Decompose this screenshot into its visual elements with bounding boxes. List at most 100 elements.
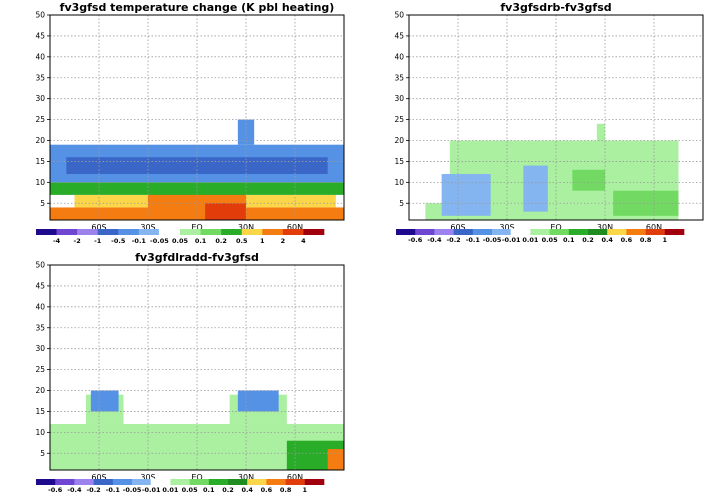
y-tick-label: 20 xyxy=(35,386,45,395)
x-tick-label: EQ xyxy=(191,223,202,232)
panel-title: fv3gfsd temperature change (K pbl heatin… xyxy=(60,1,335,14)
x-tick-label: 30N xyxy=(238,223,254,232)
y-tick-label: 25 xyxy=(35,365,45,374)
y-tick-label: 30 xyxy=(35,344,45,353)
y-tick-label: 45 xyxy=(35,31,45,40)
colorbar-swatch xyxy=(180,229,201,235)
colorbar-swatch xyxy=(607,229,627,235)
colorbar-label: -0.1 xyxy=(132,237,147,245)
colorbar-label: -0.01 xyxy=(142,486,161,494)
field-region-5 xyxy=(237,390,279,412)
y-tick-label: 10 xyxy=(35,428,45,437)
colorbar-swatch xyxy=(118,229,140,235)
colorbar-label: 0.8 xyxy=(640,236,652,244)
colorbar-swatch xyxy=(303,229,325,235)
colorbar-label: -0.05 xyxy=(483,236,502,244)
colorbar-swatch xyxy=(56,229,78,235)
y-tick-label: 10 xyxy=(35,178,45,187)
y-tick-label: 40 xyxy=(35,52,45,61)
y-tick-label: 5 xyxy=(40,449,45,458)
colorbar-swatch xyxy=(132,479,152,485)
colorbar-swatch xyxy=(208,479,229,485)
x-tick-label: EQ xyxy=(191,473,202,482)
y-tick-label: 10 xyxy=(394,178,404,187)
x-tick-label: 60S xyxy=(91,473,106,482)
plot-frame xyxy=(49,14,345,221)
colorbar-label: 0.1 xyxy=(563,236,575,244)
field-region-5 xyxy=(50,182,344,195)
field-region-6 xyxy=(613,190,679,216)
colorbar-label: -2 xyxy=(74,237,81,245)
colorbar-swatch xyxy=(262,229,284,235)
colorbar-label: 0.1 xyxy=(195,237,207,245)
x-tick-label: 60N xyxy=(287,223,303,232)
y-tick-label: 30 xyxy=(35,94,45,103)
colorbar-swatch xyxy=(549,229,570,235)
colorbar-swatch xyxy=(221,229,243,235)
colorbar-swatch xyxy=(626,229,646,235)
colorbar-swatch xyxy=(588,229,608,235)
colorbar-label: -0.2 xyxy=(446,236,460,244)
y-tick-label: 35 xyxy=(394,73,404,82)
colorbar-swatch xyxy=(510,228,532,236)
colorbar-swatch xyxy=(568,229,589,235)
colorbar-swatch xyxy=(228,479,248,485)
field-region-4 xyxy=(90,390,119,412)
x-tick-label: 30S xyxy=(140,223,155,232)
field-region-3 xyxy=(523,165,548,212)
colorbar-label: -1 xyxy=(94,237,102,245)
colorbar-swatch xyxy=(189,479,210,485)
colorbar-label: 1 xyxy=(260,237,265,245)
y-tick-label: 5 xyxy=(40,199,45,208)
colorbar-label: -0.1 xyxy=(106,486,121,494)
colorbar-swatch xyxy=(150,478,172,486)
colorbar-swatch xyxy=(247,479,267,485)
field-region-8 xyxy=(237,119,255,145)
x-tick-label: 60N xyxy=(646,223,662,232)
y-tick-label: 50 xyxy=(35,11,45,20)
colorbar-swatch xyxy=(282,229,304,235)
colorbar-label: 0.5 xyxy=(236,237,248,245)
y-tick-label: 5 xyxy=(399,199,404,208)
panel-1: fv3gfsd temperature change (K pbl heatin… xyxy=(35,1,345,245)
panel-title: fv3gfsdrb-fv3gfsd xyxy=(500,1,611,14)
colorbar-label: -0.5 xyxy=(111,237,126,245)
colorbar-swatch xyxy=(112,479,133,485)
colorbar-swatch xyxy=(453,229,474,235)
y-tick-label: 45 xyxy=(35,281,45,290)
colorbar-label: 0.2 xyxy=(215,237,227,245)
y-tick-label: 30 xyxy=(394,94,404,103)
colorbar-label: 0.01 xyxy=(522,236,539,244)
colorbar-swatch xyxy=(55,479,75,485)
y-tick-label: 15 xyxy=(35,157,45,166)
y-tick-label: 25 xyxy=(35,115,45,124)
x-tick-label: 30N xyxy=(238,473,254,482)
colorbar-swatch xyxy=(36,229,57,235)
field-region-4 xyxy=(205,203,246,220)
colorbar-swatch xyxy=(200,229,222,235)
colorbar-label: 0.4 xyxy=(241,486,253,494)
colorbar-swatch xyxy=(93,479,114,485)
colorbar-swatch xyxy=(304,479,325,485)
y-tick-label: 35 xyxy=(35,323,45,332)
colorbar-swatch xyxy=(36,479,56,485)
colorbar-swatch xyxy=(138,229,160,235)
field-region-7 xyxy=(327,449,344,470)
colorbar-label: 0.2 xyxy=(582,236,594,244)
colorbar-swatch xyxy=(285,479,306,485)
colorbar-label: 0.01 xyxy=(162,486,179,494)
colorbar-label: -0.05 xyxy=(150,237,169,245)
colorbar-label: 4 xyxy=(301,237,306,245)
colorbar-label: -0.4 xyxy=(67,486,82,494)
colorbar-label: 0.6 xyxy=(261,486,273,494)
colorbar-label: -0.6 xyxy=(48,486,63,494)
colorbar-label: -0.05 xyxy=(123,486,142,494)
colorbar-label: 0.1 xyxy=(203,486,215,494)
x-tick-label: 60N xyxy=(287,473,303,482)
field-layer xyxy=(425,123,679,220)
colorbar-swatch xyxy=(170,479,190,485)
y-tick-label: 40 xyxy=(394,52,404,61)
plot-frame xyxy=(408,14,704,221)
colorbar-label: -0.01 xyxy=(502,236,521,244)
colorbar-swatch xyxy=(434,229,454,235)
